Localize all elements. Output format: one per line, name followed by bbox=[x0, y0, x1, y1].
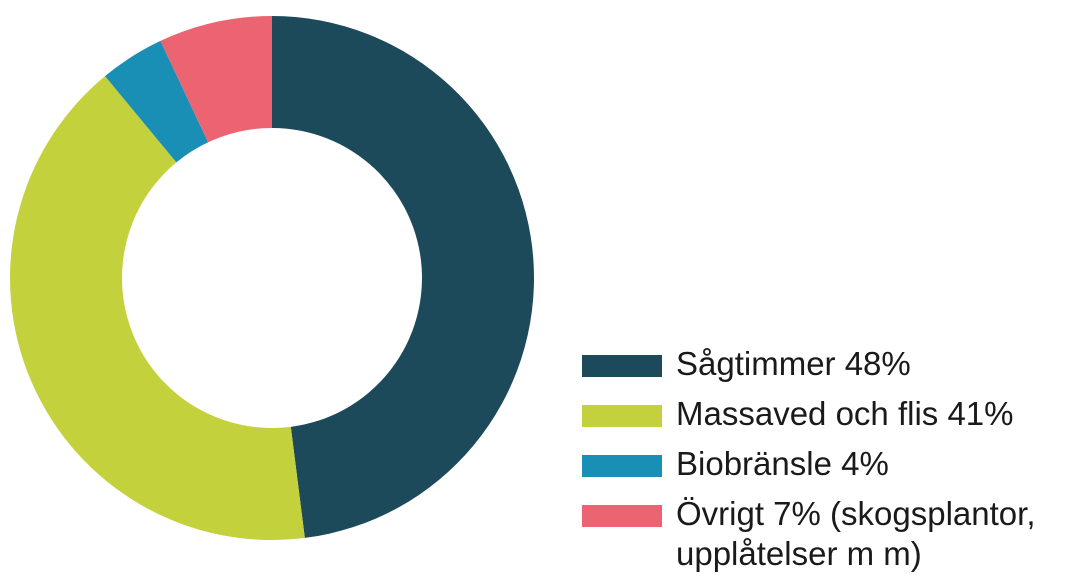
legend-swatch bbox=[582, 455, 662, 477]
legend: Sågtimmer 48% Massaved och flis 41% Biobrä… bbox=[582, 344, 1076, 584]
legend-item: Sågtimmer 48% bbox=[582, 344, 1076, 384]
legend-item: Övrigt 7% (skogsplantor, upplåtelser m m… bbox=[582, 494, 1076, 574]
legend-label: Massaved och flis 41% bbox=[676, 395, 1014, 432]
donut-chart bbox=[9, 16, 535, 541]
legend-item: Biobränsle 4% bbox=[582, 444, 1076, 484]
legend-label: Övrigt 7% (skogsplantor, upplåtelser m m… bbox=[676, 495, 1036, 572]
legend-swatch bbox=[582, 505, 662, 527]
legend-label: Sågtimmer 48% bbox=[676, 345, 911, 382]
legend-label: Biobränsle 4% bbox=[676, 445, 889, 482]
legend-item: Massaved och flis 41% bbox=[582, 394, 1076, 434]
legend-swatch bbox=[582, 355, 662, 377]
donut-slice bbox=[272, 16, 535, 538]
legend-swatch bbox=[582, 405, 662, 427]
donut-slice bbox=[9, 76, 305, 541]
donut-slice bbox=[104, 40, 209, 163]
donut-slice bbox=[160, 16, 272, 143]
